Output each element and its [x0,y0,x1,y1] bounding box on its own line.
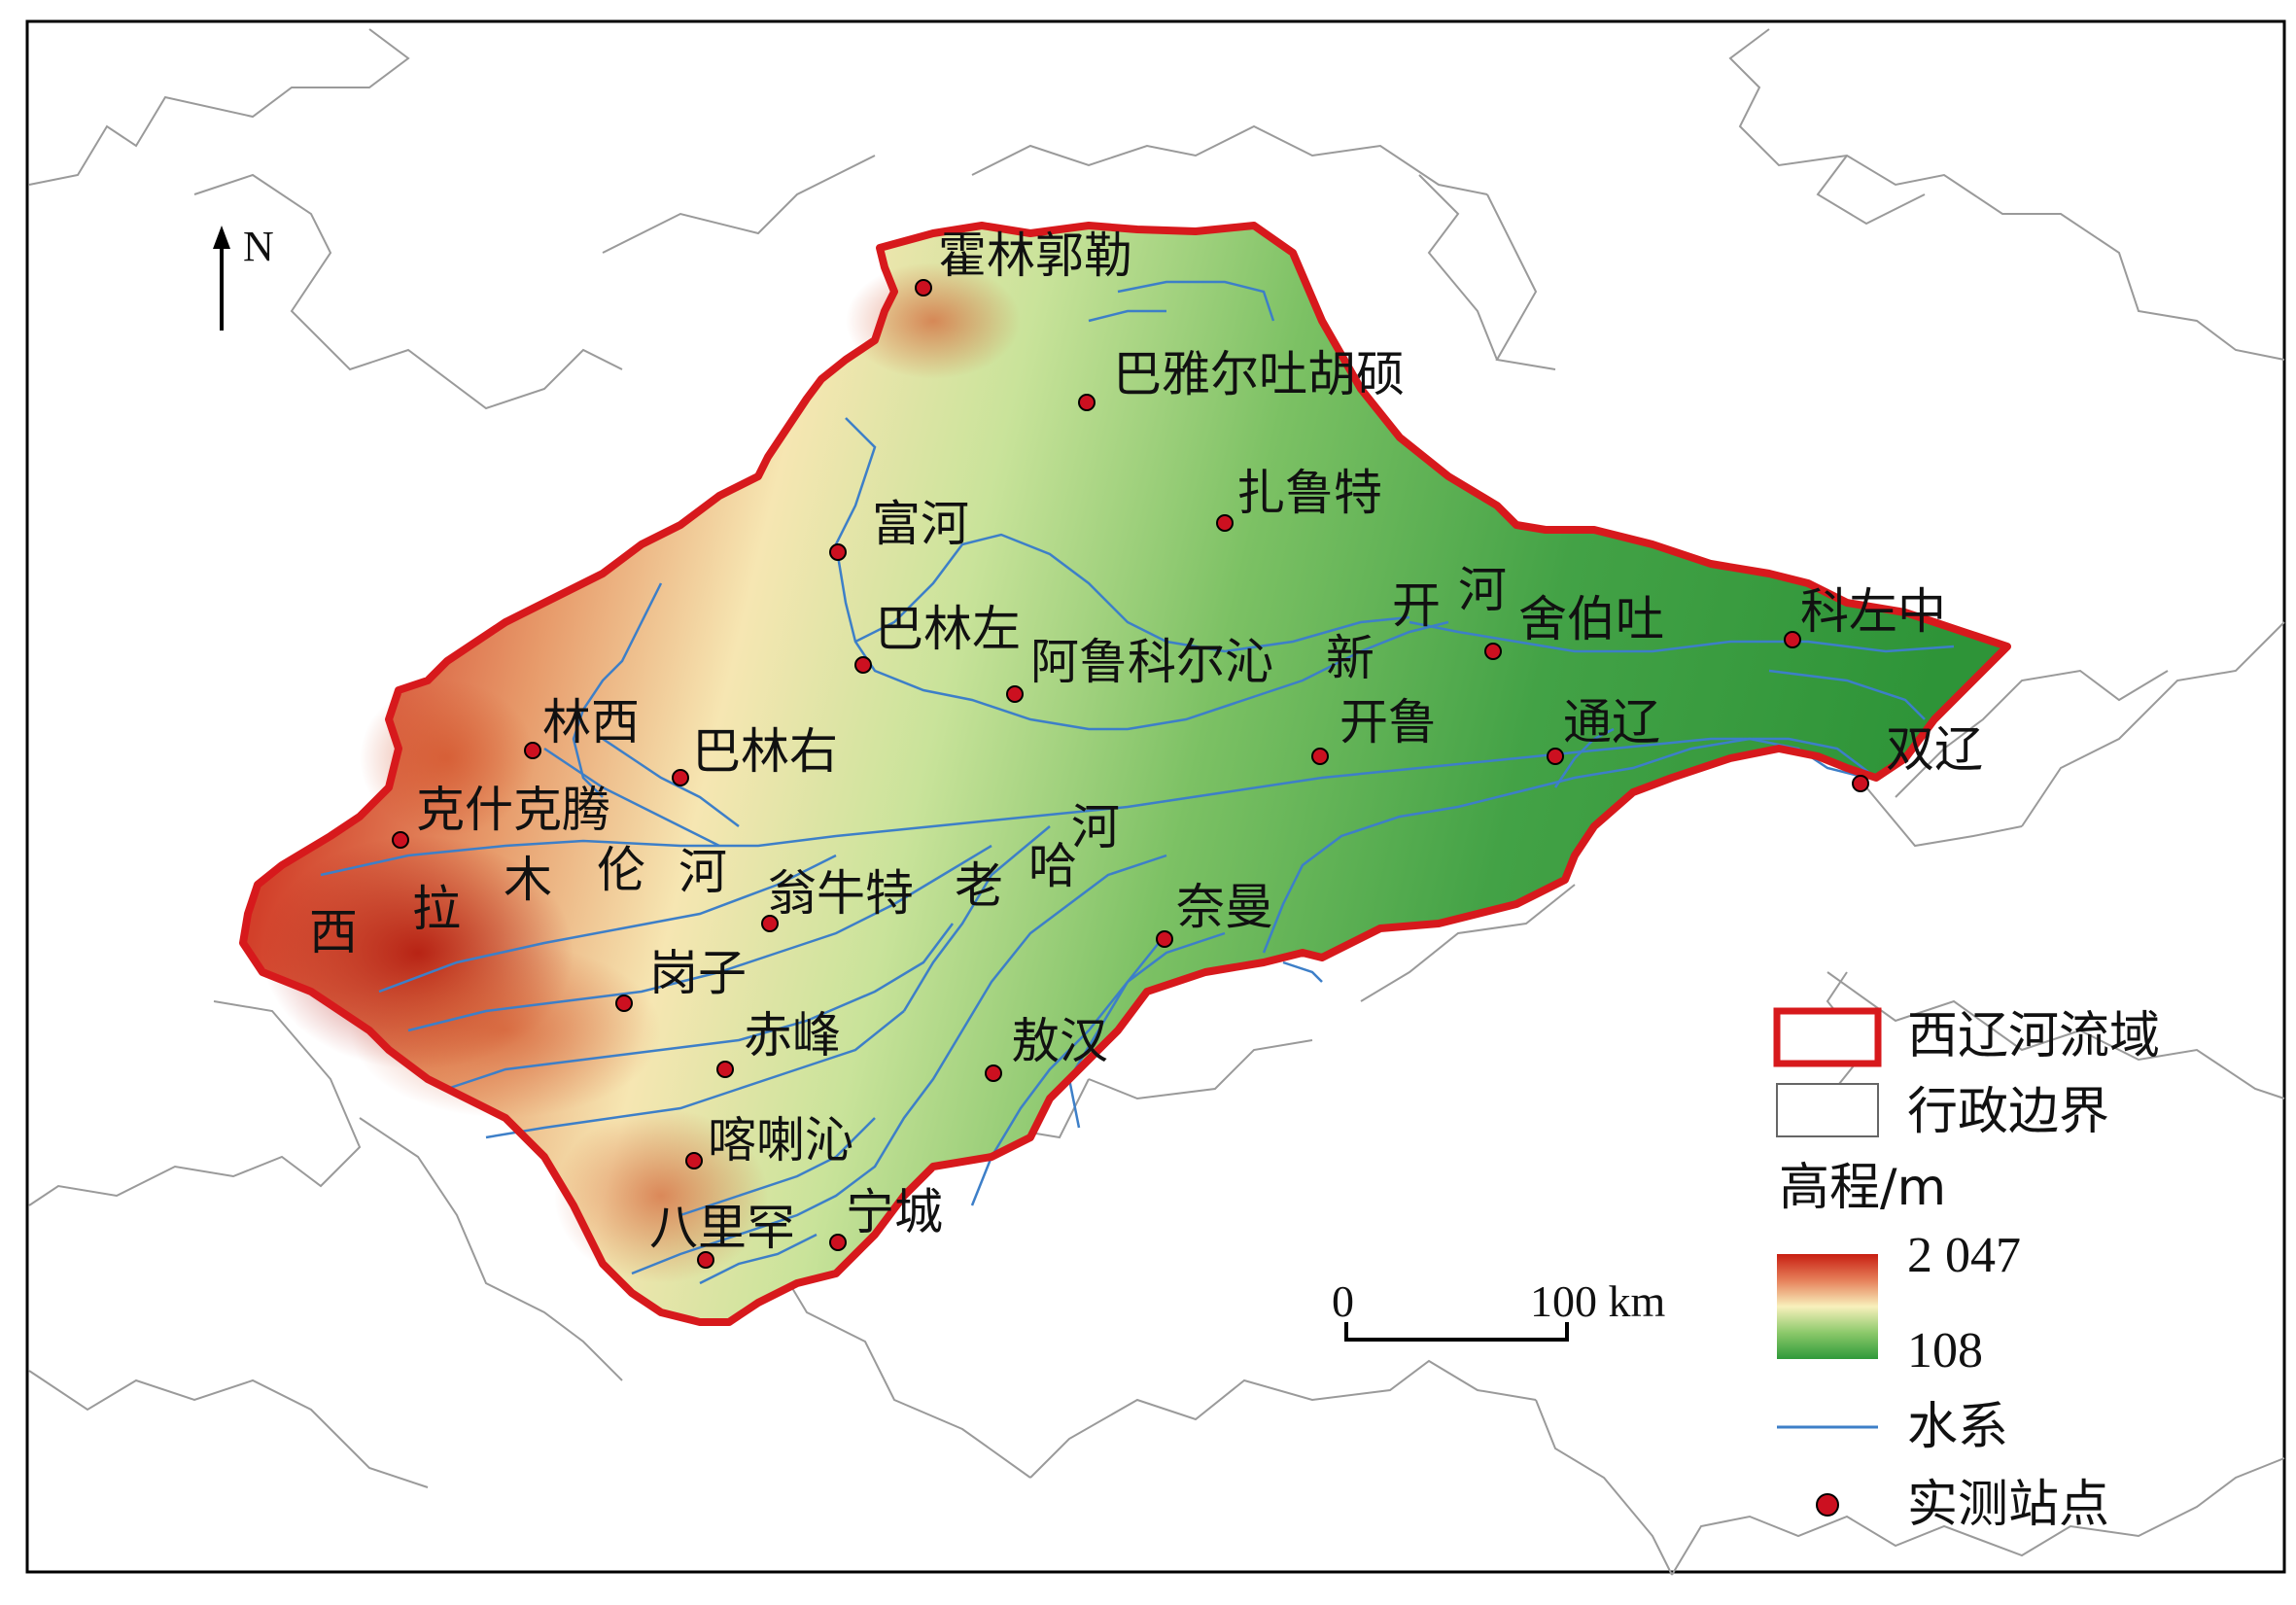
station-label: 奈曼 [1176,879,1273,935]
river-network [320,280,1955,1285]
station-label: 喀喇沁 [708,1112,853,1169]
admin-boundaries [28,28,2285,1576]
river-label-char: 老 [955,857,1003,914]
river-label-char: 河 [1071,799,1120,855]
station-label: 翁牛特 [768,865,914,922]
station-marker [985,1064,1002,1082]
station-marker [615,994,633,1012]
station-label: 双辽 [1886,721,1983,778]
station-marker [1216,514,1234,532]
legend-symbols [1773,1007,1882,1517]
station-marker [1156,930,1173,948]
river-label-char: 新 [1326,630,1374,686]
station-label: 舍伯吐 [1518,591,1664,647]
scale-end-label: 100 km [1530,1276,1666,1326]
station-marker [1484,643,1502,660]
station-label: 克什克腾 [416,782,610,838]
station-label: 科左中 [1800,583,1946,640]
legend-admin-label: 行政边界 [1907,1083,2110,1141]
station-marker [716,1061,734,1078]
station-marker [697,1251,714,1269]
river-label-char: 拉 [412,881,461,937]
station-label: 巴雅尔吐胡硕 [1113,346,1405,402]
station-marker [1078,394,1096,411]
station-marker [915,279,932,297]
station-label: 宁城 [846,1184,943,1240]
station-marker [829,543,847,561]
station-marker [854,656,872,674]
river-label-char: 开 [1392,577,1441,634]
station-marker [829,1234,847,1251]
legend-elevation-title: 高程/m [1779,1159,1947,1217]
station-label: 岗子 [649,945,747,1001]
station-label: 巴林右 [692,723,838,780]
station-label: 林西 [542,694,640,750]
river-label-char: 河 [1458,562,1507,618]
station-label: 开鲁 [1339,694,1437,750]
station-label: 敖汉 [1011,1013,1108,1069]
station-marker [1547,748,1564,765]
basin-outline [239,222,2011,1326]
station-label: 赤峰 [744,1007,841,1064]
legend-elev-min: 108 [1907,1323,1983,1378]
legend-elev-max: 2 047 [1907,1228,2021,1283]
river-label-char: 西 [309,904,358,960]
legend-rivers-label: 水系 [1907,1398,2009,1456]
legend-stations-label: 实测站点 [1907,1476,2110,1534]
station-marker [1784,631,1801,648]
station-marker [524,742,541,759]
station-marker [392,831,409,849]
scale-start-label: 0 [1332,1276,1354,1326]
legend-basin-label: 西辽河流域 [1907,1007,2161,1065]
station-label: 八里罕 [649,1200,795,1256]
station-marker [685,1152,703,1169]
station-marker [672,769,689,786]
station-label: 巴林左 [875,601,1021,657]
station-label: 霍林郭勒 [938,227,1132,284]
scale-bar [1344,1322,1569,1342]
station-label: 阿鲁科尔沁 [1030,634,1273,690]
north-arrow-icon [213,226,230,331]
station-label: 富河 [872,496,969,552]
station-marker [1006,685,1024,703]
river-label-char: 木 [504,852,552,908]
station-label: 通辽 [1563,694,1660,750]
station-marker [1311,748,1329,765]
river-label-char: 哈 [1028,838,1077,894]
station-marker [1852,775,1869,792]
station-marker [761,915,779,932]
river-label-char: 河 [678,844,727,900]
river-label-char: 伦 [597,842,645,898]
station-markers [392,279,1869,1269]
north-label: N [243,223,274,270]
station-label: 扎鲁特 [1236,465,1382,521]
